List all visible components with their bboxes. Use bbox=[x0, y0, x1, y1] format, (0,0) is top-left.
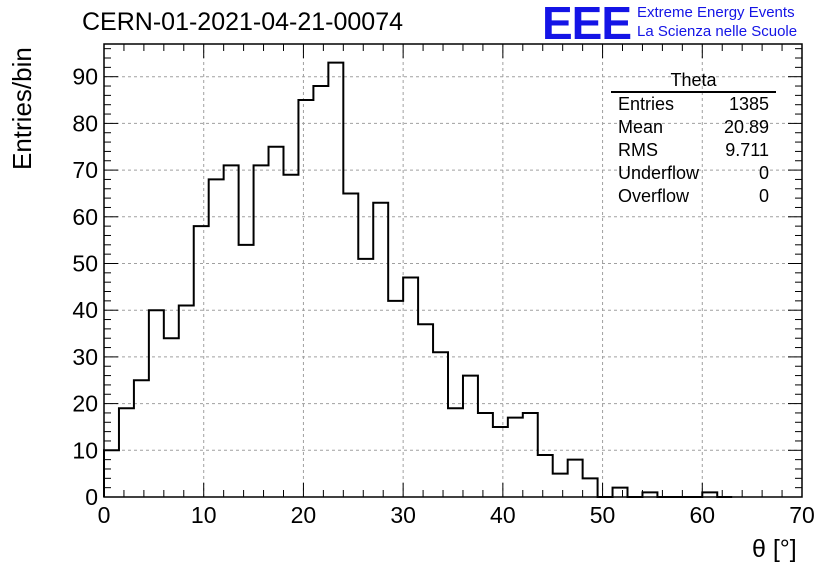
logo-line-2: La Scienza nelle Scuole bbox=[637, 23, 798, 40]
stats-label: RMS bbox=[618, 140, 658, 160]
histogram-bin bbox=[134, 380, 149, 497]
histogram-bin bbox=[164, 338, 179, 497]
x-axis-label: θ [°] bbox=[752, 535, 797, 563]
stats-label: Entries bbox=[618, 94, 675, 114]
y-tick-label: 20 bbox=[72, 391, 98, 417]
stats-label: Underflow bbox=[618, 163, 700, 183]
histogram-bin bbox=[254, 165, 269, 497]
y-tick-label: 30 bbox=[72, 344, 98, 370]
histogram-bin bbox=[478, 413, 493, 497]
stats-box: Theta Entries 1385 Mean 20.89 RMS 9.711 … bbox=[611, 70, 776, 208]
y-axis-label: Entries/bin bbox=[7, 47, 37, 170]
histogram-bin bbox=[269, 147, 284, 497]
x-tick-label: 70 bbox=[789, 502, 815, 528]
histogram-bin bbox=[448, 408, 463, 497]
histogram-bin bbox=[568, 460, 583, 497]
histogram-bin bbox=[433, 352, 448, 497]
stats-row-entries: Entries 1385 bbox=[611, 93, 776, 116]
y-tick-label: 80 bbox=[72, 110, 98, 136]
histogram-outline bbox=[103, 61, 733, 498]
stats-row-mean: Mean 20.89 bbox=[611, 116, 776, 139]
plot-frame bbox=[103, 43, 803, 498]
histogram-bin bbox=[239, 245, 254, 497]
y-tick-label: 90 bbox=[72, 64, 98, 90]
histogram-bin bbox=[194, 226, 209, 497]
stats-label: Mean bbox=[618, 117, 664, 137]
histogram-bin bbox=[508, 418, 523, 497]
histogram-bin bbox=[493, 427, 508, 497]
histogram-bin bbox=[298, 100, 313, 497]
histogram-bin bbox=[523, 413, 538, 497]
histogram-bin bbox=[463, 376, 478, 497]
stats-value: 9.711 bbox=[725, 140, 769, 160]
histogram-bin bbox=[209, 179, 224, 497]
x-tick-label: 0 bbox=[98, 502, 111, 528]
eee-logo: EEE bbox=[542, 0, 632, 49]
histogram-bin bbox=[388, 301, 403, 497]
histogram-bin bbox=[313, 86, 328, 497]
logo-line-1: Extreme Energy Events bbox=[637, 4, 795, 21]
stats-title: Theta bbox=[611, 70, 776, 93]
stats-value: 1385 bbox=[728, 94, 769, 114]
stats-value: 0 bbox=[758, 186, 769, 206]
histogram-bin bbox=[538, 455, 553, 497]
stats-value: 20.89 bbox=[723, 117, 769, 137]
x-tick-label: 50 bbox=[590, 502, 616, 528]
histogram-bin bbox=[613, 488, 628, 497]
histogram-bin bbox=[149, 310, 164, 497]
histogram-bin bbox=[119, 408, 134, 497]
histogram-bin bbox=[373, 203, 388, 497]
histogram-bin bbox=[104, 450, 119, 497]
y-tick-label: 50 bbox=[72, 250, 98, 276]
x-tick-label: 20 bbox=[291, 502, 317, 528]
eee-logo-text: Extreme Energy Events La Scienza nelle S… bbox=[637, 3, 797, 41]
chart-title: CERN-01-2021-04-21-00074 bbox=[82, 8, 404, 36]
y-tick-label: 40 bbox=[72, 297, 98, 323]
histogram-bin bbox=[343, 193, 358, 497]
histogram-bin bbox=[224, 165, 239, 497]
y-tick-label: 0 bbox=[85, 484, 98, 510]
histogram-bin bbox=[328, 63, 343, 497]
stats-label: Overflow bbox=[618, 186, 690, 206]
histogram-bin bbox=[358, 259, 373, 497]
stats-row-overflow: Overflow 0 bbox=[611, 185, 776, 208]
x-tick-label: 40 bbox=[490, 502, 516, 528]
histogram-bin bbox=[283, 175, 298, 497]
y-tick-label: 60 bbox=[72, 204, 98, 230]
x-tick-label: 60 bbox=[689, 502, 715, 528]
stats-row-rms: RMS 9.711 bbox=[611, 139, 776, 162]
x-tick-label: 30 bbox=[390, 502, 416, 528]
stats-value: 0 bbox=[758, 163, 769, 183]
y-tick-label: 10 bbox=[72, 437, 98, 463]
x-tick-label: 10 bbox=[191, 502, 217, 528]
histogram-bin bbox=[179, 306, 194, 497]
histogram-bin bbox=[583, 478, 598, 497]
histogram-bin bbox=[418, 324, 433, 497]
y-tick-label: 70 bbox=[72, 157, 98, 183]
histogram-bin bbox=[553, 474, 568, 497]
stats-row-underflow: Underflow 0 bbox=[611, 162, 776, 185]
